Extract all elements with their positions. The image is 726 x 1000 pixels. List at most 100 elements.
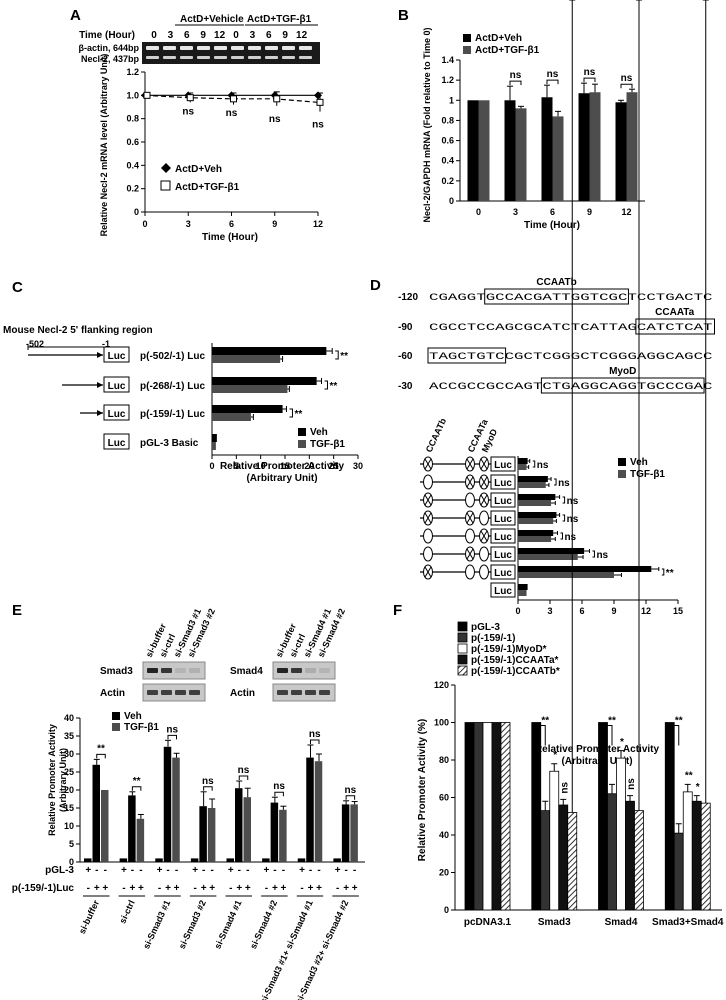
band-actin bbox=[282, 46, 295, 50]
x-tick-label: Smad4 bbox=[605, 917, 638, 928]
luc-label: Luc bbox=[108, 381, 126, 392]
element-oval-icon bbox=[465, 564, 475, 580]
bar-tgf bbox=[212, 442, 216, 450]
bar-pgl3 bbox=[119, 858, 128, 862]
arrow-icon bbox=[97, 352, 103, 358]
x-tick-label: 6 bbox=[579, 606, 584, 616]
bar-pgl3 bbox=[226, 858, 234, 862]
bar-veh bbox=[467, 100, 479, 201]
x-tick-label: 6 bbox=[229, 219, 234, 229]
y-tick-label: 5 bbox=[69, 839, 74, 849]
sign-pgl3: - bbox=[139, 865, 142, 876]
x-tick-label: 0 bbox=[209, 461, 214, 471]
band-necl2 bbox=[214, 56, 227, 59]
band-necl2 bbox=[180, 56, 193, 59]
element-oval-icon bbox=[479, 564, 489, 580]
significance-bracket bbox=[560, 532, 563, 540]
panel-f-letter: F bbox=[393, 602, 402, 619]
bar-4 bbox=[500, 722, 511, 911]
chart-e-ylabel-2: (Arbitrary Unit) bbox=[58, 748, 68, 812]
bar-2 bbox=[549, 770, 560, 911]
arrow-icon bbox=[97, 410, 103, 416]
bar-tgf bbox=[350, 804, 358, 862]
y-tick-label: 0.8 bbox=[126, 114, 139, 124]
band-necl2 bbox=[231, 56, 244, 59]
significance-label: * bbox=[620, 737, 624, 748]
legend-swatch bbox=[457, 665, 468, 676]
bar-tgf bbox=[212, 355, 281, 363]
box-label-ccaatb: CCAATb bbox=[536, 277, 576, 288]
bar-veh bbox=[92, 764, 100, 862]
significance-bracket bbox=[620, 83, 633, 89]
sign-pgl3: - bbox=[273, 865, 276, 876]
gel-time-label: 3 bbox=[168, 30, 174, 41]
x-tick-label: 12 bbox=[641, 606, 651, 616]
chart-a-ylabel: Relative Necl-2 mRNA level (Arbitrary Un… bbox=[99, 54, 109, 237]
blot-band bbox=[305, 668, 316, 673]
sign-luc: - bbox=[193, 883, 196, 894]
sign-luc: - bbox=[158, 883, 161, 894]
sign-pgl3: - bbox=[95, 865, 98, 876]
panel-d-legend-tgf: TGF-β1 bbox=[630, 469, 665, 480]
gel-time-label: 0 bbox=[151, 30, 157, 41]
group-label: si-ctrl bbox=[117, 899, 136, 925]
sign-luc: + bbox=[245, 883, 251, 894]
blot-band bbox=[277, 690, 288, 695]
bar-veh bbox=[518, 458, 528, 464]
blot-band bbox=[189, 690, 200, 695]
y-tick-label: 0.2 bbox=[441, 176, 454, 186]
panel-e-letter: E bbox=[12, 602, 22, 619]
sign-luc: + bbox=[174, 883, 180, 894]
x-tick-label: 12 bbox=[621, 207, 631, 217]
panel-b: B 0 0.2 0.4 0.6 0.8 1 1.2 1.4 0 3 ns 6 ns 9 ns 12 ns Nec… bbox=[398, 7, 645, 231]
bar-veh bbox=[504, 100, 516, 201]
luc-box bbox=[490, 582, 516, 598]
box-ccaata-2 bbox=[427, 347, 507, 364]
bar-tgf bbox=[314, 761, 323, 862]
significance-bracket bbox=[335, 350, 339, 360]
bar-tgf bbox=[478, 100, 490, 201]
panel-c-legend-veh: Veh bbox=[310, 427, 328, 438]
significance-label: ns bbox=[269, 114, 281, 125]
y-tick-label: 100 bbox=[434, 718, 449, 728]
row-label-pgl3: pGL-3 bbox=[45, 865, 74, 876]
row-label-luc: p(-159/-1)Luc bbox=[12, 883, 75, 894]
bar-tgf bbox=[518, 482, 546, 488]
legend-diamond-icon bbox=[161, 163, 171, 173]
box-ccaatb bbox=[484, 288, 629, 305]
sign-luc: + bbox=[138, 883, 144, 894]
sign-luc: + bbox=[352, 883, 358, 894]
luc-box bbox=[490, 564, 516, 580]
bar-tgf bbox=[212, 413, 251, 421]
panel-c-legend-tgf: TGF-β1 bbox=[310, 439, 345, 450]
significance-bracket bbox=[554, 478, 557, 486]
bar-veh bbox=[518, 476, 548, 482]
seq-position: -120 bbox=[398, 292, 418, 303]
bar-veh bbox=[341, 804, 350, 862]
bar-3 bbox=[625, 800, 635, 911]
box-ccaata-1 bbox=[635, 318, 716, 335]
pos-label-1: -1 bbox=[102, 339, 110, 349]
y-tick-label: 120 bbox=[434, 680, 449, 690]
luc-label: Luc bbox=[494, 586, 512, 597]
x-tick-label: 9 bbox=[272, 219, 277, 229]
sign-pgl3: + bbox=[157, 865, 163, 876]
bar-1 bbox=[473, 722, 484, 911]
panel-a-time-label: Time (Hour) bbox=[79, 30, 135, 41]
gel-time-label: 3 bbox=[250, 30, 256, 41]
significance-label: ** bbox=[294, 409, 302, 420]
sign-pgl3: - bbox=[175, 865, 178, 876]
band-label-actin: β-actin, 644bp bbox=[78, 43, 139, 53]
significance-bracket bbox=[345, 795, 356, 800]
legend-open-square-icon bbox=[160, 180, 171, 191]
chart-b-xlabel: Time (Hour) bbox=[524, 220, 580, 231]
luc-label: Luc bbox=[108, 409, 126, 420]
y-tick-label: 0 bbox=[134, 207, 139, 217]
luc-label: Luc bbox=[494, 496, 512, 507]
blot-band bbox=[277, 668, 288, 673]
bar-tgf bbox=[552, 116, 564, 201]
legend-label: p(-159/-1)CCAATb* bbox=[471, 666, 560, 677]
mutation-x-icon bbox=[480, 458, 488, 470]
panel-f: F pGL-3p(-159/-1)p(-159/-1)MyoD*p(-159/-… bbox=[0, 0, 724, 928]
significance-label: ns bbox=[510, 70, 522, 81]
